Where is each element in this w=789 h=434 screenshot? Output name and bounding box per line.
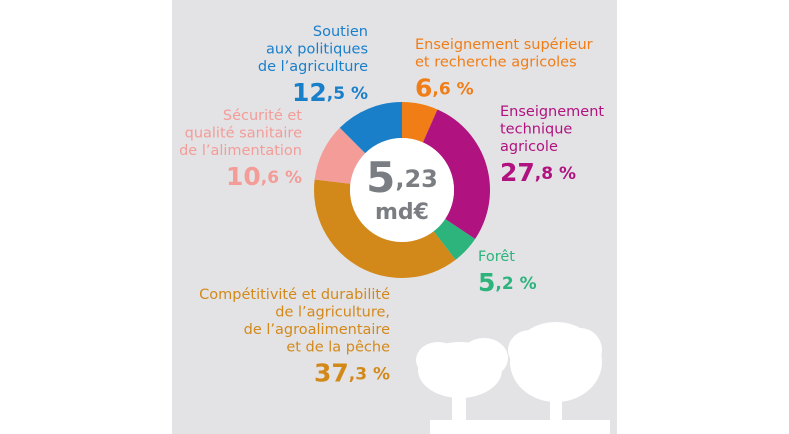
value-label: 27,8 % bbox=[500, 158, 576, 187]
number-int: 5 bbox=[478, 268, 495, 297]
donut-hole bbox=[350, 138, 454, 242]
value-label: 12,5 % bbox=[292, 78, 368, 107]
label-line: Enseignement bbox=[500, 104, 604, 120]
center-unit: md€ bbox=[375, 200, 429, 225]
value-label: 10,6 % bbox=[226, 162, 302, 191]
segment-label: Forêt bbox=[478, 249, 515, 265]
segment-label: Enseignement technique agricole bbox=[500, 104, 604, 155]
label-line: qualité sanitaire bbox=[185, 126, 302, 142]
number-int: 5 bbox=[366, 153, 395, 202]
label-line: de l’agriculture, bbox=[275, 305, 390, 321]
label-line: Forêt bbox=[478, 249, 515, 265]
center-total: 5,23 bbox=[366, 153, 438, 202]
segment-label: Enseignement supérieur et recherche agric… bbox=[415, 37, 593, 71]
segment-label: Soutien aux politiques de l’agriculture bbox=[258, 24, 368, 75]
label-line: de l’agroalimentaire bbox=[244, 322, 390, 338]
label-line: et de la pêche bbox=[286, 340, 390, 356]
label-line: technique bbox=[500, 122, 572, 138]
number-dec: ,5 % bbox=[327, 84, 368, 104]
trees bbox=[416, 322, 610, 434]
value-label: 6,6 % bbox=[415, 74, 474, 103]
label-line: agricole bbox=[500, 139, 558, 155]
donut-segment bbox=[314, 127, 366, 184]
number-dec: ,23 bbox=[395, 165, 438, 193]
number-dec: ,2 % bbox=[495, 274, 536, 294]
value-label: 37,3 % bbox=[314, 359, 390, 388]
number-int: 6 bbox=[415, 74, 432, 103]
number-dec: ,6 % bbox=[432, 80, 473, 100]
label-line: aux politiques bbox=[266, 42, 368, 58]
label-line: Compétitivité et durabilité bbox=[199, 287, 390, 303]
number-int: 27 bbox=[500, 158, 535, 187]
segment-label: Compétitivité et durabilité de l’agricult… bbox=[199, 287, 390, 356]
label-line: et recherche agricoles bbox=[415, 55, 577, 71]
value-label: 5,2 % bbox=[478, 268, 537, 297]
donut-segment bbox=[402, 102, 438, 143]
number-int: 12 bbox=[292, 78, 327, 107]
label-line: de l’alimentation bbox=[179, 143, 302, 159]
number-dec: ,8 % bbox=[535, 164, 576, 184]
number-int: 10 bbox=[226, 162, 261, 191]
number-dec: ,6 % bbox=[261, 168, 302, 188]
donut-segment bbox=[314, 179, 456, 278]
label-line: Enseignement supérieur bbox=[415, 37, 593, 53]
donut-segment bbox=[422, 109, 491, 240]
label-line: Soutien bbox=[313, 24, 368, 40]
label-line: Sécurité et bbox=[223, 108, 302, 124]
segment-label: Sécurité et qualité sanitaire de l’aliment… bbox=[179, 108, 302, 159]
donut-segment bbox=[433, 218, 476, 260]
number-dec: ,3 % bbox=[349, 365, 390, 385]
number-int: 37 bbox=[314, 359, 349, 388]
donut-segment bbox=[339, 102, 402, 154]
label-line: de l’agriculture bbox=[258, 59, 368, 75]
